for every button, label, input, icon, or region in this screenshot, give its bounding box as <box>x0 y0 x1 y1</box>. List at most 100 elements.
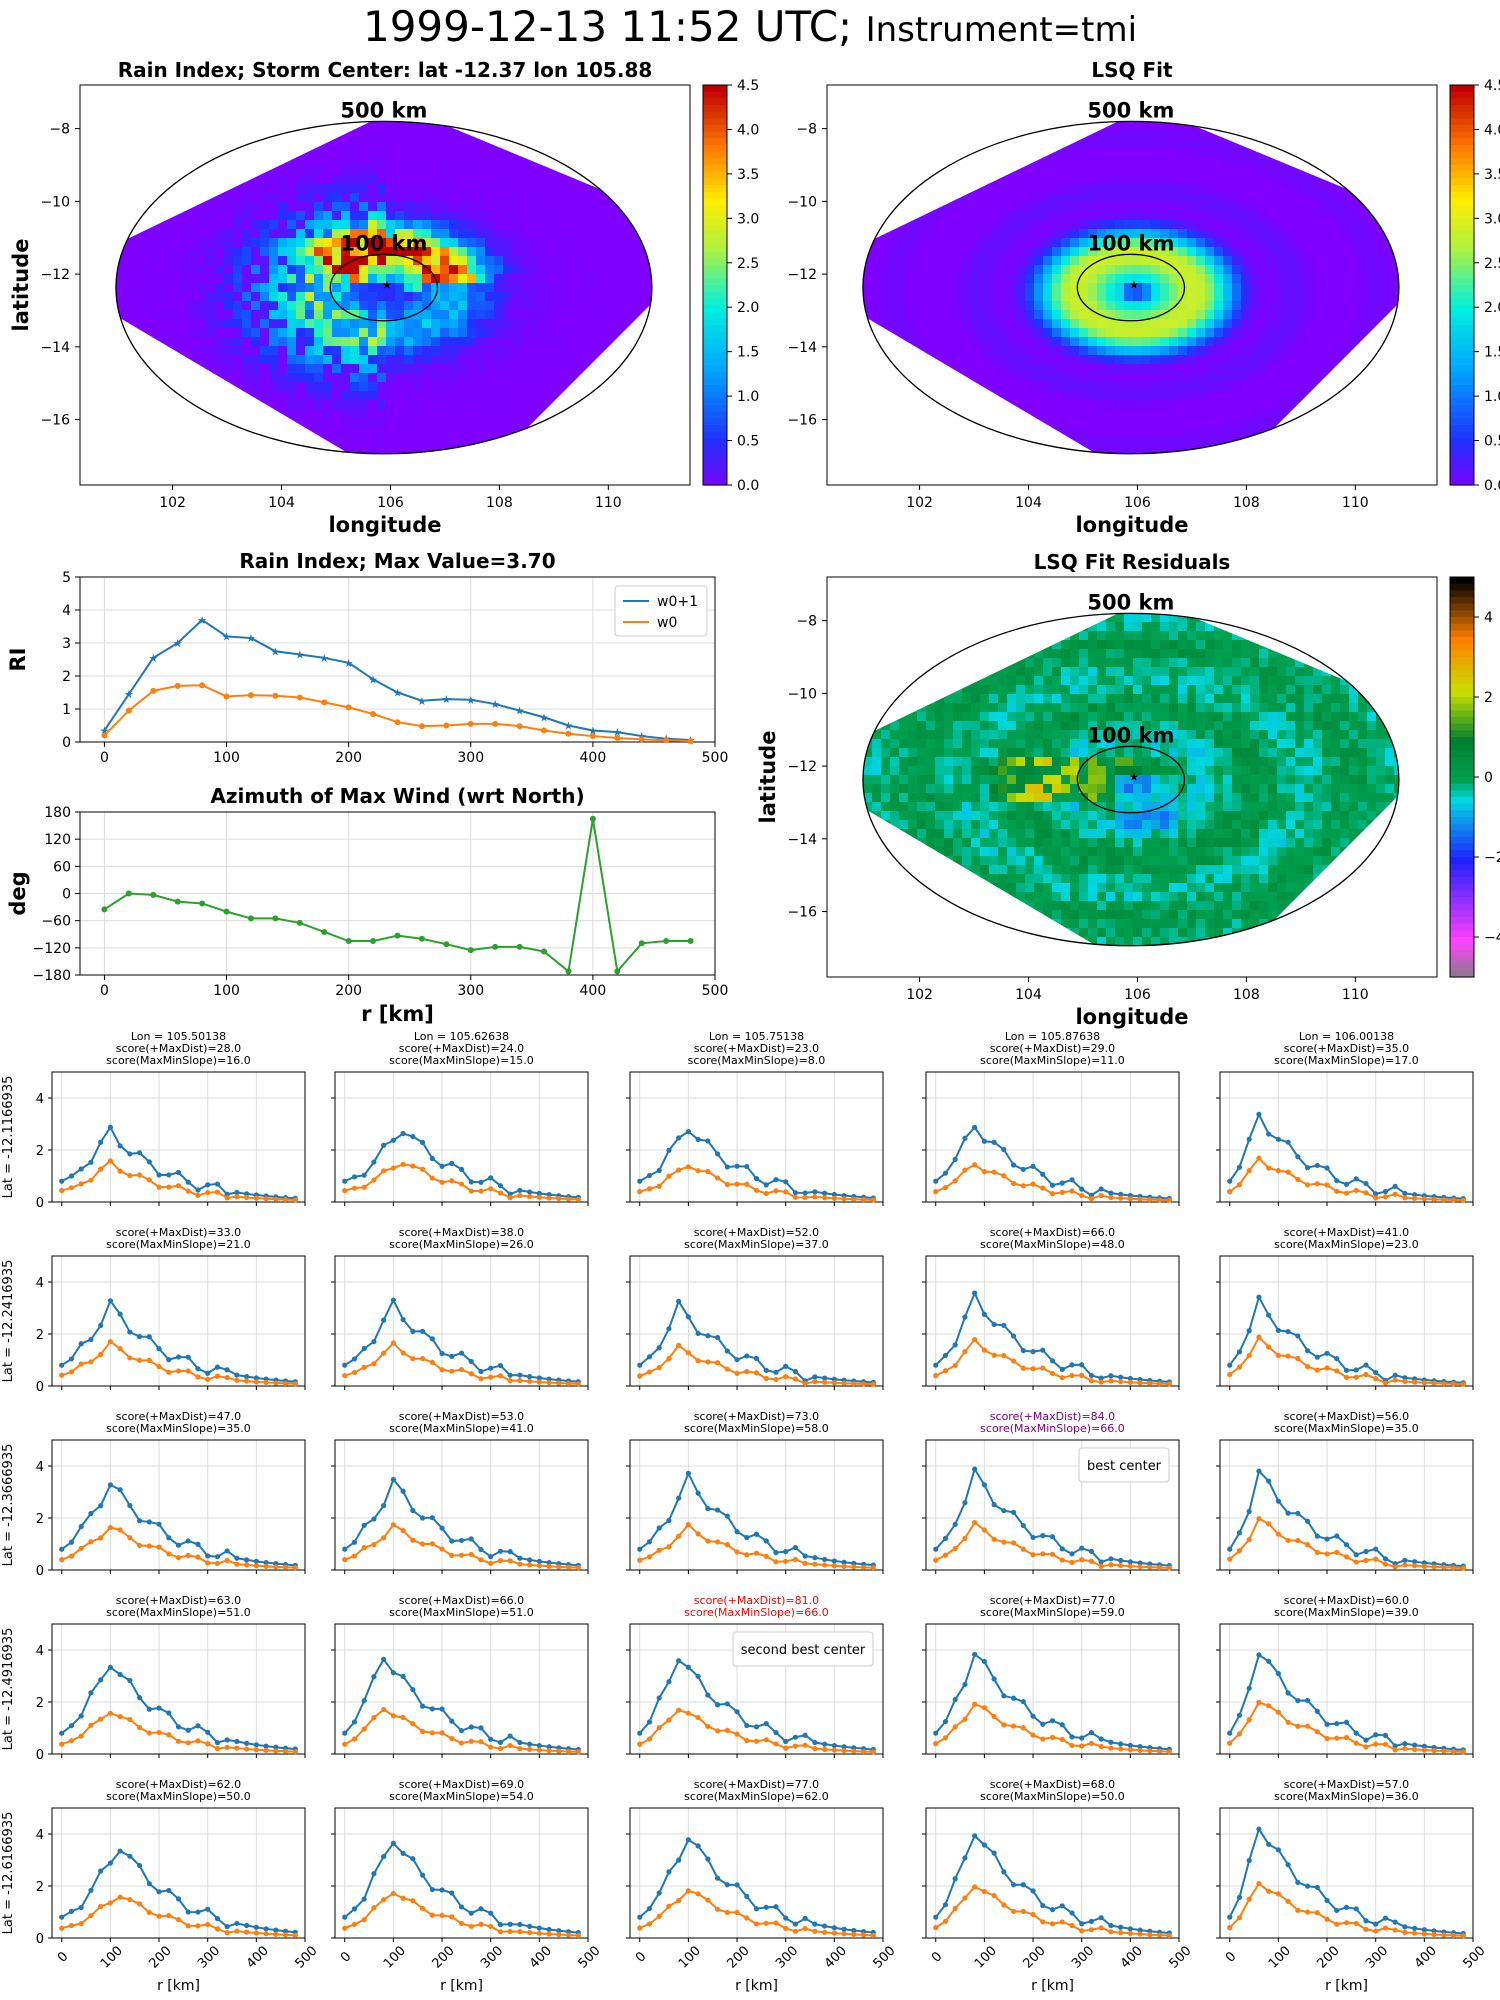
swath-cell <box>206 238 216 248</box>
swath-cell <box>1097 193 1107 203</box>
swath-cell <box>359 436 369 446</box>
swath-cell <box>305 310 315 320</box>
swath-cell <box>377 220 387 230</box>
swath-cell <box>566 220 576 230</box>
swath-cell <box>953 202 963 212</box>
swath-cell <box>404 382 414 392</box>
swath-cell <box>359 148 369 158</box>
swath-cell <box>332 301 342 311</box>
swath-cell <box>1088 265 1098 275</box>
swath-cell <box>260 202 270 212</box>
colorbar-cell <box>703 165 727 173</box>
swath-cell <box>242 364 252 374</box>
swath-cell <box>476 328 486 338</box>
swath-cell <box>1151 427 1161 437</box>
swath-cell <box>269 265 279 275</box>
swath-cell <box>1115 391 1125 401</box>
swath-cell <box>368 409 378 419</box>
swath-cell <box>467 427 477 437</box>
swath-cell <box>602 256 612 266</box>
swath-cell <box>1097 319 1107 329</box>
swath-cell <box>521 220 531 230</box>
swath-cell <box>260 220 270 230</box>
swath-cell <box>143 247 153 257</box>
swath-cell <box>494 256 504 266</box>
colorbar-cell <box>703 418 727 426</box>
swath-cell <box>431 175 441 185</box>
swath-cell <box>170 229 180 239</box>
swath-cell <box>566 283 576 293</box>
swath-cell <box>287 184 297 194</box>
swath-cell <box>422 256 432 266</box>
swath-cell <box>1007 391 1017 401</box>
swath-cell <box>998 256 1008 266</box>
swath-cell <box>440 400 450 410</box>
swath-cell <box>1052 265 1062 275</box>
swath-cell <box>215 319 225 329</box>
swath-cell <box>1178 310 1188 320</box>
swath-cell <box>1169 355 1179 365</box>
swath-cell <box>1079 148 1089 158</box>
swath-cell <box>359 211 369 221</box>
swath-cell <box>1088 436 1098 446</box>
swath-cell <box>1178 283 1188 293</box>
swath-cell <box>926 211 936 221</box>
swath-cell <box>1052 409 1062 419</box>
swath-cell <box>431 121 441 131</box>
swath-cell <box>494 418 504 428</box>
swath-cell <box>899 265 909 275</box>
colorbar-cell <box>703 258 727 266</box>
swath-cell <box>899 256 909 266</box>
swath-cell <box>449 436 459 446</box>
swath-cell <box>1151 193 1161 203</box>
colorbar-cell <box>703 438 727 446</box>
swath-cell <box>899 283 909 293</box>
swath-cell <box>566 346 576 356</box>
swath-cell <box>458 310 468 320</box>
swath-cell <box>620 247 630 257</box>
swath-cell <box>1016 175 1026 185</box>
swath-cell <box>296 166 306 176</box>
swath-cell <box>341 373 351 383</box>
swath-cell <box>530 355 540 365</box>
swath-cell <box>422 301 432 311</box>
swath-cell <box>539 238 549 248</box>
swath-cell <box>1169 364 1179 374</box>
swath-cell <box>584 193 594 203</box>
swath-cell <box>197 301 207 311</box>
swath-cell <box>1034 409 1044 419</box>
swath-cell <box>944 283 954 293</box>
swath-cell <box>287 337 297 347</box>
swath-cell <box>503 166 513 176</box>
swath-cell <box>575 355 585 365</box>
swath-cell <box>1169 121 1179 131</box>
swath-cell <box>566 337 576 347</box>
swath-cell <box>1124 166 1134 176</box>
swath-cell <box>1169 265 1179 275</box>
swath-cell <box>494 400 504 410</box>
swath-cell <box>557 247 567 257</box>
swath-cell <box>1052 247 1062 257</box>
swath-cell <box>989 184 999 194</box>
swath-cell <box>206 355 216 365</box>
swath-cell <box>1088 274 1098 284</box>
swath-cell <box>1097 148 1107 158</box>
swath-cell <box>1133 391 1143 401</box>
swath-cell <box>494 211 504 221</box>
colorbar-cell <box>703 125 727 133</box>
swath-cell <box>314 193 324 203</box>
swath-cell <box>1169 382 1179 392</box>
swath-cell <box>467 220 477 230</box>
swath-cell <box>1052 346 1062 356</box>
swath-cell <box>512 175 522 185</box>
ring-500km <box>115 120 653 455</box>
swath-cell <box>1043 337 1053 347</box>
swath-cell <box>323 427 333 437</box>
swath-cell <box>332 328 342 338</box>
swath-cell <box>539 328 549 338</box>
swath-cell <box>1079 355 1089 365</box>
swath-cell <box>1088 157 1098 167</box>
swath-cell <box>242 229 252 239</box>
swath-cell <box>377 445 387 454</box>
